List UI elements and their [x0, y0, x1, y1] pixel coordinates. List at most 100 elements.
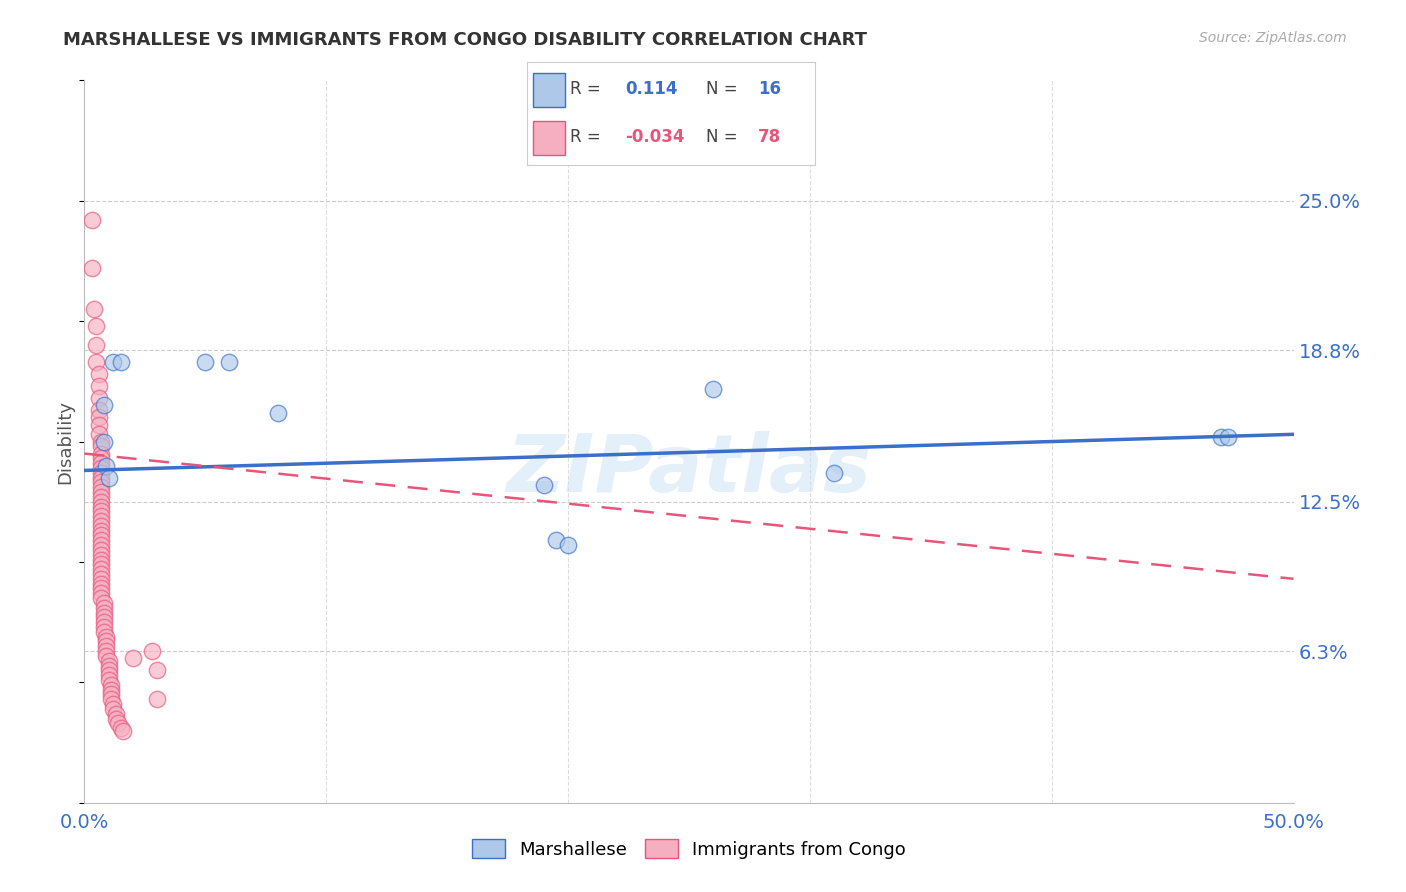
Point	[90, 582, 112, 596]
Point	[90, 485, 112, 500]
Point	[90, 558, 112, 572]
Point	[90, 538, 112, 552]
Point	[97, 654, 120, 668]
Point	[90, 490, 112, 504]
Point	[103, 702, 125, 716]
Text: Source: ZipAtlas.com: Source: ZipAtlas.com	[1199, 31, 1347, 45]
Point	[90, 562, 112, 576]
Point	[90, 528, 112, 542]
Point	[100, 687, 122, 701]
Point	[90, 494, 112, 508]
Point	[90, 500, 112, 514]
Point	[80, 213, 103, 227]
Point	[93, 600, 115, 615]
Text: ZIPatlas: ZIPatlas	[506, 432, 872, 509]
Point	[97, 668, 120, 682]
Point	[544, 533, 567, 548]
Point	[90, 461, 112, 475]
Point	[93, 606, 115, 620]
Point	[86, 338, 108, 352]
Point	[557, 538, 579, 552]
Text: -0.034: -0.034	[626, 128, 685, 146]
Point	[103, 697, 125, 711]
Point	[90, 518, 112, 533]
Point	[533, 478, 555, 492]
Point	[141, 644, 163, 658]
Point	[87, 367, 110, 381]
Point	[97, 470, 120, 484]
Point	[104, 712, 127, 726]
Point	[97, 664, 120, 678]
Point	[90, 552, 112, 566]
Point	[90, 586, 112, 600]
Point	[87, 427, 110, 442]
Point	[90, 451, 112, 466]
Point	[90, 567, 112, 582]
Point	[94, 644, 117, 658]
Point	[90, 439, 112, 453]
Point	[94, 630, 117, 644]
Point	[97, 658, 120, 673]
Point	[90, 509, 112, 524]
Point	[90, 514, 112, 528]
Point	[93, 398, 115, 412]
Text: R =: R =	[571, 128, 602, 146]
Point	[93, 624, 115, 639]
Point	[94, 648, 117, 663]
Point	[94, 639, 117, 653]
Point	[90, 533, 112, 548]
Point	[87, 391, 110, 405]
Point	[146, 692, 169, 706]
Point	[90, 548, 112, 562]
Point	[90, 576, 112, 591]
Point	[702, 382, 724, 396]
Point	[110, 721, 132, 735]
Point	[87, 379, 110, 393]
Point	[90, 480, 112, 494]
Point	[100, 692, 122, 706]
Y-axis label: Disability: Disability	[56, 400, 75, 483]
Point	[86, 355, 108, 369]
Point	[1218, 430, 1240, 444]
Point	[93, 615, 115, 630]
Point	[93, 434, 115, 449]
Point	[146, 664, 169, 678]
Point	[93, 596, 115, 610]
Point	[90, 434, 112, 449]
Point	[112, 723, 135, 738]
Point	[267, 406, 290, 420]
Text: N =: N =	[706, 128, 738, 146]
Bar	[533, 121, 565, 155]
Point	[90, 572, 112, 586]
Point	[87, 403, 110, 417]
Point	[110, 355, 132, 369]
Point	[93, 620, 115, 634]
Point	[94, 458, 117, 473]
Text: MARSHALLESE VS IMMIGRANTS FROM CONGO DISABILITY CORRELATION CHART: MARSHALLESE VS IMMIGRANTS FROM CONGO DIS…	[63, 31, 868, 49]
Point	[104, 706, 127, 721]
Point	[100, 682, 122, 697]
Point	[1209, 430, 1232, 444]
Point	[90, 504, 112, 518]
Text: 0.114: 0.114	[626, 80, 678, 98]
Point	[194, 355, 217, 369]
Bar	[533, 73, 565, 106]
Point	[90, 591, 112, 605]
Point	[90, 466, 112, 480]
Point	[121, 651, 143, 665]
Point	[97, 673, 120, 687]
Point	[103, 355, 125, 369]
Point	[100, 678, 122, 692]
Point	[94, 634, 117, 648]
Point	[218, 355, 240, 369]
Point	[90, 446, 112, 460]
Point	[87, 417, 110, 432]
Point	[90, 475, 112, 490]
Point	[83, 301, 105, 317]
Point	[93, 610, 115, 624]
Point	[87, 410, 110, 425]
Point	[80, 261, 103, 276]
Point	[90, 542, 112, 557]
Legend: Marshallese, Immigrants from Congo: Marshallese, Immigrants from Congo	[465, 832, 912, 866]
Text: 78: 78	[758, 128, 780, 146]
